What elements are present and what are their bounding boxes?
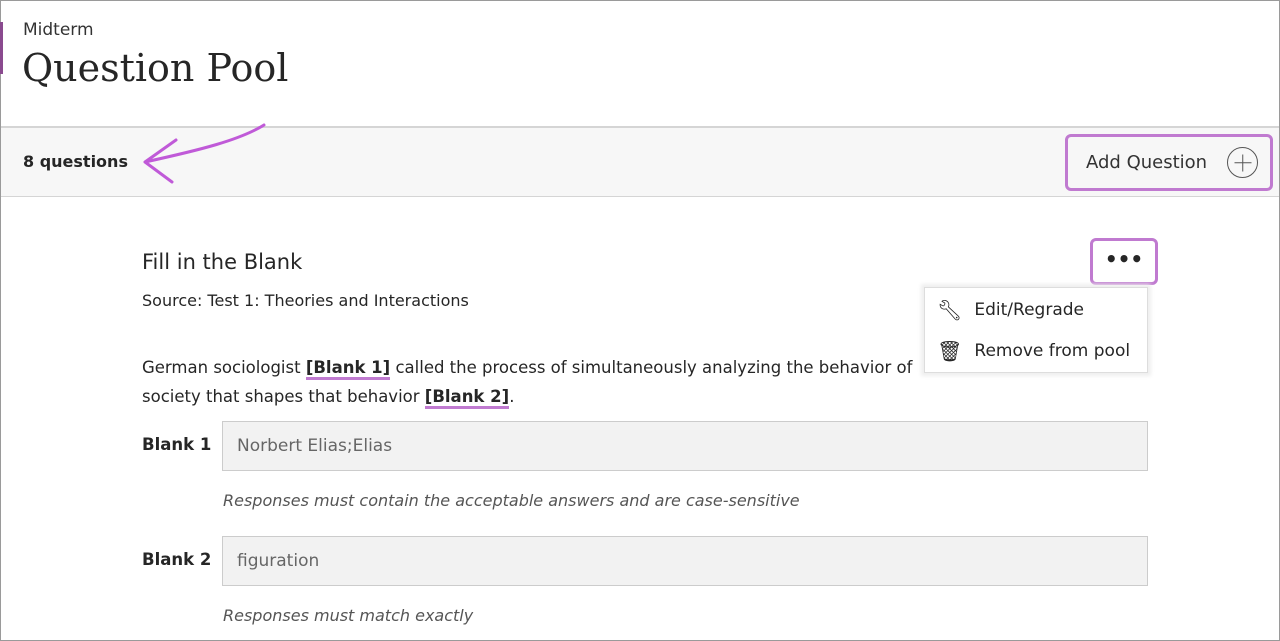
menu-item-edit-regrade[interactable]: 🔧︎ Edit/Regrade	[937, 298, 1084, 322]
blank-2-answer-field[interactable]: figuration	[222, 536, 1148, 586]
blank-2-hint: Responses must match exactly	[223, 606, 474, 625]
question-source: Source: Test 1: Theories and Interaction…	[142, 291, 469, 310]
blank-1-token: [Blank 1]	[305, 358, 391, 380]
question-text: German sociologist [Blank 1] called the …	[142, 353, 942, 411]
text: .	[509, 387, 515, 406]
more-options-button[interactable]: •••	[1090, 238, 1158, 285]
toolbar: 8 questions Add Question	[1, 126, 1279, 197]
menu-label: Remove from pool	[974, 341, 1131, 361]
blank-1-label: Blank 1	[142, 435, 212, 454]
text: German sociologist	[142, 358, 306, 377]
add-question-button[interactable]: Add Question	[1065, 134, 1273, 191]
wrench-icon: 🔧︎	[937, 298, 963, 322]
page-title: Question Pool	[22, 46, 289, 90]
question-count: 8 questions	[23, 152, 128, 171]
breadcrumb[interactable]: Midterm	[23, 20, 94, 40]
add-question-label: Add Question	[1086, 152, 1208, 173]
focus-marker	[0, 22, 3, 74]
text: called the process of simultaneously ana…	[390, 358, 913, 377]
more-options-menu: 🔧︎ Edit/Regrade 🗑︎ Remove from pool	[924, 287, 1148, 373]
plus-circle-icon	[1227, 147, 1258, 178]
menu-item-remove-from-pool[interactable]: 🗑︎ Remove from pool	[937, 339, 1130, 363]
question-type-title: Fill in the Blank	[142, 250, 303, 274]
blank-2-label: Blank 2	[142, 550, 212, 569]
annotation-arrow-icon	[143, 123, 266, 184]
menu-label: Edit/Regrade	[974, 300, 1084, 320]
blank-2-token: [Blank 2]	[424, 387, 510, 409]
trash-icon: 🗑︎	[937, 339, 963, 363]
blank-1-hint: Responses must contain the acceptable an…	[223, 491, 800, 510]
text: society that shapes that behavior	[142, 387, 425, 406]
blank-1-answer-field[interactable]: Norbert Elias;Elias	[222, 421, 1148, 471]
